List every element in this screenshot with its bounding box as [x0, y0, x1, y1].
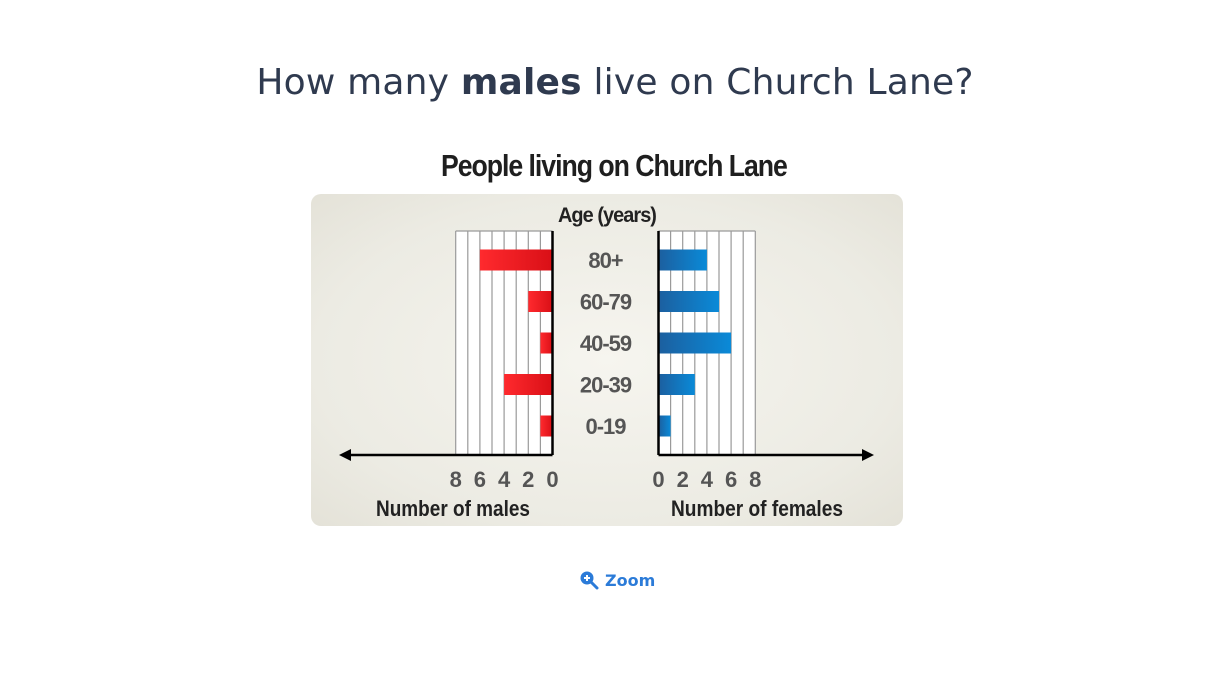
- female-bar: [658, 249, 707, 271]
- question-text: How many males live on Church Lane?: [0, 62, 1230, 103]
- male-tick-label: 4: [498, 467, 511, 492]
- male-bar: [540, 332, 553, 354]
- question-suffix: live on Church Lane?: [581, 62, 974, 103]
- female-bar: [658, 291, 719, 312]
- age-category-label: 80+: [588, 248, 622, 273]
- x-axis-label-females: Number of females: [671, 496, 843, 521]
- male-bar: [504, 374, 553, 395]
- x-axis-label-males: Number of males: [376, 496, 530, 521]
- female-tick-label: 2: [677, 467, 689, 492]
- male-axis-arrow: [339, 449, 351, 461]
- zoom-in-icon: [579, 570, 599, 590]
- male-tick-label: 8: [450, 467, 462, 492]
- female-tick-label: 4: [701, 467, 714, 492]
- age-category-label: 60-79: [580, 290, 632, 315]
- age-axis-label: Age (years): [558, 204, 656, 227]
- female-bar: [658, 332, 732, 354]
- female-bar: [658, 374, 695, 395]
- male-bar: [528, 291, 553, 312]
- female-tick-label: 0: [652, 467, 664, 492]
- male-bar: [540, 415, 553, 437]
- age-category-label: 20-39: [580, 373, 632, 398]
- age-category-label: 0-19: [585, 414, 626, 439]
- zoom-button[interactable]: Zoom: [579, 568, 655, 592]
- zoom-label: Zoom: [605, 570, 656, 590]
- female-bar: [658, 415, 671, 437]
- chart-panel: Age (years) 80+ 60-79 40-59 20-39 0-19 8 6 4 2 0 0…: [311, 194, 903, 526]
- male-tick-label: 6: [474, 467, 486, 492]
- female-axis-arrow: [862, 449, 874, 461]
- male-tick-label: 2: [522, 467, 534, 492]
- female-tick-label: 8: [749, 467, 761, 492]
- question-prefix: How many: [256, 62, 461, 103]
- chart-title: People living on Church Lane: [440, 148, 788, 183]
- male-bar: [479, 249, 553, 271]
- age-category-label: 40-59: [580, 331, 632, 356]
- male-tick-label: 0: [546, 467, 558, 492]
- question-emphasis: males: [460, 62, 582, 103]
- female-tick-label: 6: [725, 467, 737, 492]
